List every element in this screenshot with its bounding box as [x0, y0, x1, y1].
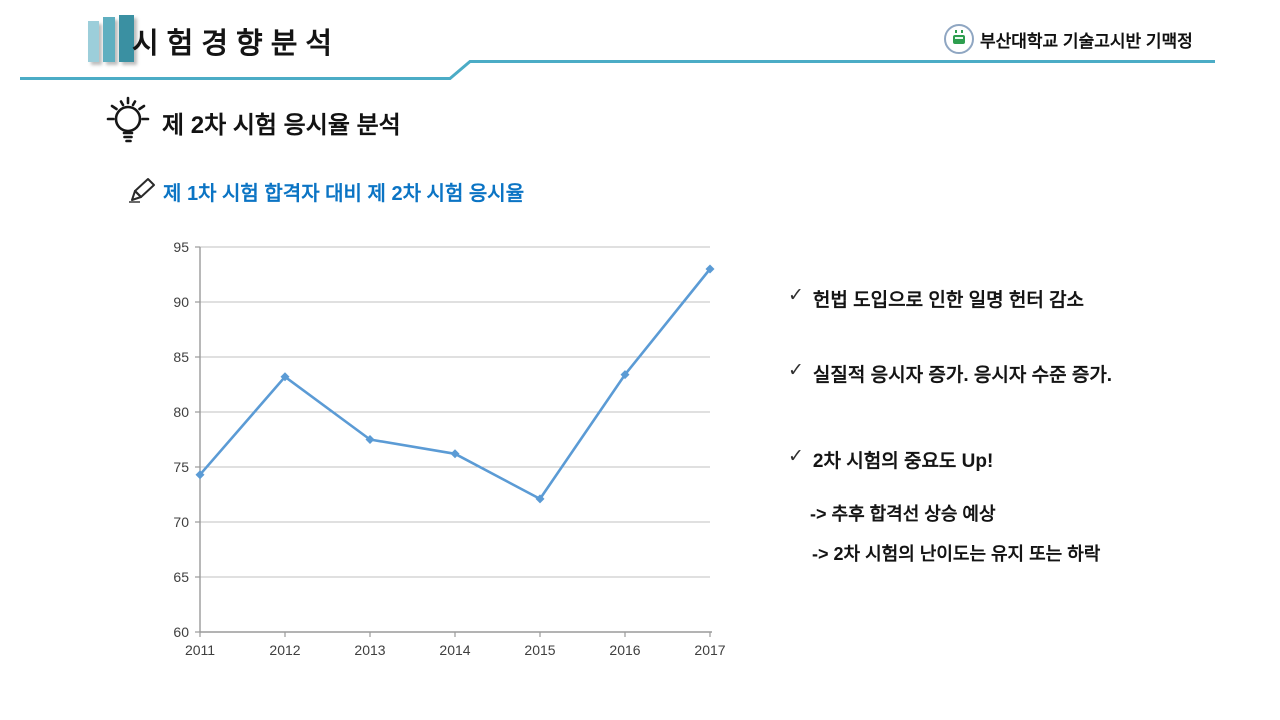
bar-dark — [119, 15, 134, 62]
note-item: ✓ 2차 시험의 중요도 Up! — [788, 446, 993, 473]
svg-text:2015: 2015 — [524, 642, 555, 658]
svg-text:65: 65 — [173, 569, 189, 585]
svg-text:2016: 2016 — [609, 642, 640, 658]
svg-text:85: 85 — [173, 349, 189, 365]
pencil-icon — [129, 178, 155, 203]
svg-text:75: 75 — [173, 459, 189, 475]
line-chart: 60 65 70 75 80 85 90 95 2011 2012 2013 2014 2015 2016… — [145, 228, 755, 678]
section-title: 제 2차 시험 응시율 분석 — [162, 112, 401, 139]
check-icon: ✓ — [788, 446, 804, 467]
svg-text:2013: 2013 — [354, 642, 385, 658]
title-bars-decoration — [88, 14, 134, 62]
logo-text: 부산대학교 기술고시반 기맥정 — [980, 31, 1193, 51]
logo-block: 부산대학교 기술고시반 기맥정 — [944, 24, 1193, 54]
note-item: ✓ 헌법 도입으로 인한 일명 헌터 감소 — [788, 285, 1084, 312]
note-text: 실질적 응시자 증가. 응시자 수준 증가. — [812, 365, 1113, 386]
svg-text:95: 95 — [173, 239, 189, 255]
note-item: ✓ 실질적 응시자 증가. 응시자 수준 증가. — [788, 360, 1112, 387]
check-icon: ✓ — [788, 360, 804, 381]
university-seal-icon — [944, 24, 974, 54]
svg-text:2012: 2012 — [269, 642, 300, 658]
svg-text:2014: 2014 — [439, 642, 470, 658]
page-title: 시험경향분석 — [132, 28, 341, 60]
svg-text:80: 80 — [173, 404, 189, 420]
bar-light — [88, 21, 99, 62]
header-divider-line — [20, 60, 1215, 80]
svg-text:2011: 2011 — [185, 642, 215, 658]
lightbulb-icon — [106, 96, 150, 143]
subsection-title: 제 1차 시험 합격자 대비 제 2차 시험 응시율 — [163, 183, 525, 205]
svg-text:90: 90 — [173, 294, 189, 310]
svg-text:2017: 2017 — [694, 642, 725, 658]
note-sub-item: -> 2차 시험의 난이도는 유지 또는 하락 — [812, 544, 1101, 564]
bar-medium — [103, 17, 115, 62]
note-text: 2차 시험의 중요도 Up! — [812, 451, 994, 472]
note-sub-item: -> 추후 합격선 상승 예상 — [810, 504, 996, 524]
note-text: 헌법 도입으로 인한 일명 헌터 감소 — [812, 290, 1085, 311]
check-icon: ✓ — [788, 285, 804, 306]
svg-text:60: 60 — [173, 624, 189, 640]
svg-text:70: 70 — [173, 514, 189, 530]
